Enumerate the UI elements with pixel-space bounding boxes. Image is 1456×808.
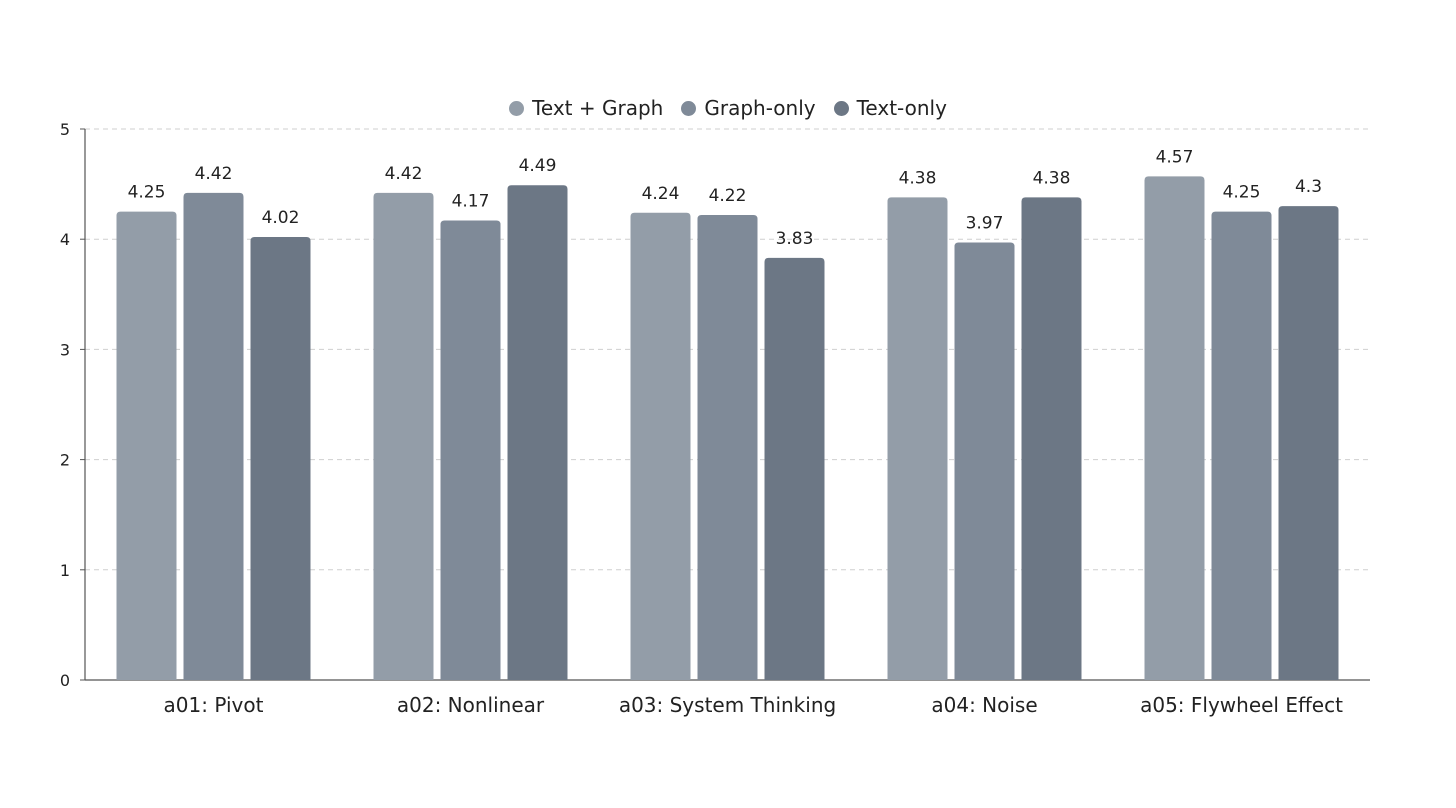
x-tick-label: a02: Nonlinear — [397, 693, 545, 717]
x-tick-label: a03: System Thinking — [619, 693, 836, 717]
y-tick-label: 5 — [60, 120, 70, 139]
legend-item-graph-only[interactable]: Graph-only — [681, 96, 816, 120]
legend-label-text-only: Text-only — [856, 96, 947, 120]
data-label: 4.38 — [1033, 168, 1071, 188]
y-tick-label: 0 — [60, 671, 70, 690]
data-label: 4.3 — [1295, 177, 1322, 197]
bar — [250, 236, 311, 680]
data-label: 4.17 — [452, 191, 490, 211]
bar — [697, 214, 758, 680]
bar — [373, 192, 434, 680]
bar — [764, 257, 825, 680]
data-label: 4.57 — [1156, 147, 1194, 167]
data-label: 4.25 — [128, 183, 166, 203]
bar — [630, 212, 691, 680]
legend-label-text-graph: Text + Graph — [532, 96, 664, 120]
data-label: 4.42 — [195, 164, 233, 184]
y-tick-label: 1 — [60, 561, 70, 580]
bar — [1144, 176, 1205, 681]
bar — [954, 242, 1015, 681]
bar — [183, 192, 244, 680]
data-label: 4.02 — [262, 208, 300, 228]
bar — [507, 185, 568, 680]
legend-swatch-text-graph — [509, 100, 525, 116]
bar — [440, 220, 501, 680]
data-label: 4.25 — [1223, 183, 1261, 203]
data-label: 3.97 — [966, 214, 1004, 234]
x-tick-label: a04: Noise — [931, 693, 1037, 717]
data-label: 4.38 — [899, 168, 937, 188]
legend-swatch-text-only — [833, 100, 849, 116]
x-tick-label: a01: Pivot — [164, 693, 264, 717]
y-tick-label: 2 — [60, 451, 70, 470]
legend: Text + Graph Graph-only Text-only — [0, 96, 1456, 120]
x-tick-label: a05: Flywheel Effect — [1140, 693, 1343, 717]
bar — [1021, 197, 1082, 680]
legend-swatch-graph-only — [681, 100, 697, 116]
y-tick-label: 4 — [60, 230, 70, 249]
data-label: 4.49 — [519, 156, 557, 176]
bar — [1211, 211, 1272, 680]
data-label: 4.42 — [385, 164, 423, 184]
bar — [116, 211, 177, 680]
y-tick-label: 3 — [60, 340, 70, 359]
legend-item-text-graph[interactable]: Text + Graph — [509, 96, 663, 120]
bar — [1278, 206, 1339, 680]
data-label: 3.83 — [776, 229, 814, 249]
data-label: 4.24 — [642, 184, 680, 204]
bar — [887, 197, 948, 680]
data-label: 4.22 — [709, 186, 747, 206]
legend-item-text-only[interactable]: Text-only — [833, 96, 947, 120]
legend-label-graph-only: Graph-only — [704, 96, 816, 120]
